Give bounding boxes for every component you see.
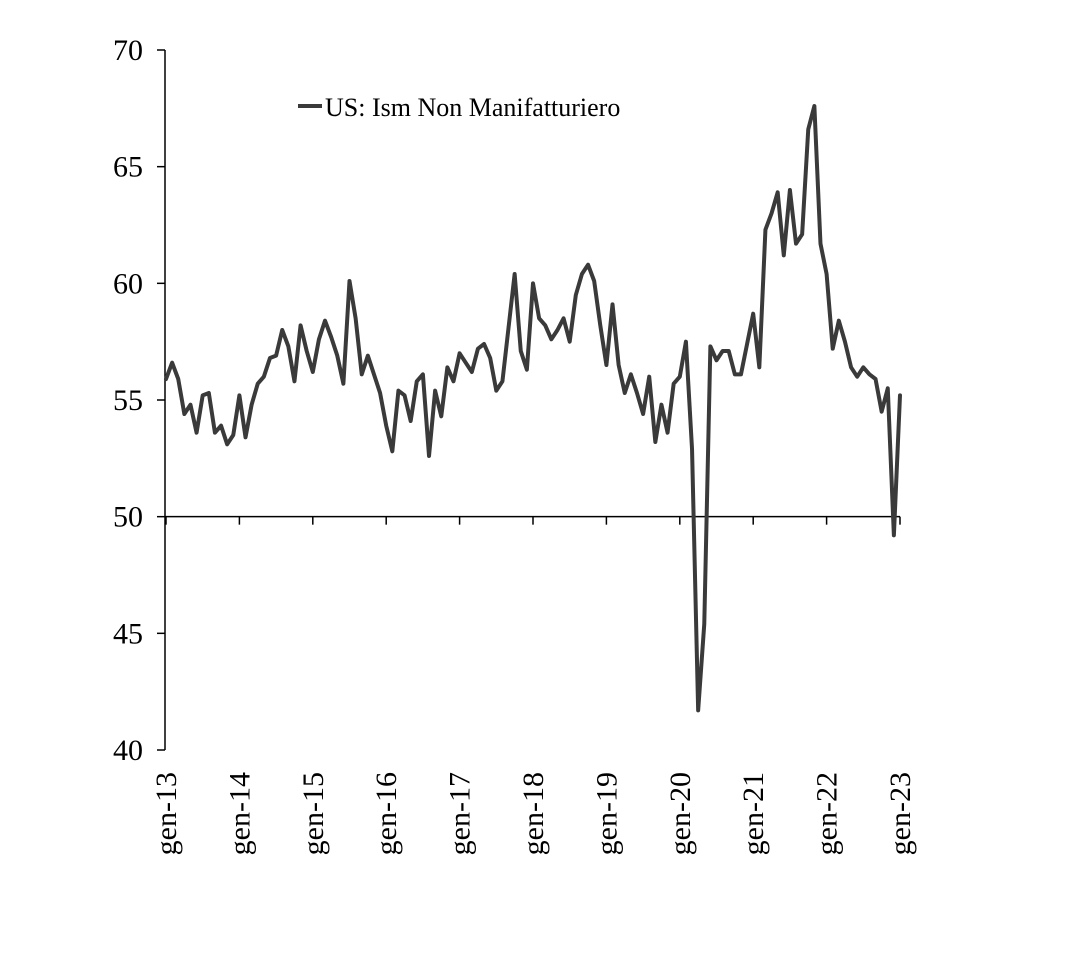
x-tick-label: gen-23 — [884, 772, 917, 855]
x-tick-label: gen-21 — [737, 772, 770, 855]
x-tick-label: gen-14 — [223, 772, 256, 855]
series-group — [164, 104, 902, 713]
x-tick-label: gen-22 — [811, 772, 844, 855]
legend: US: Ism Non Manifatturiero — [298, 93, 620, 122]
y-tick-label: 70 — [113, 34, 143, 67]
y-tick-label: 60 — [113, 267, 143, 300]
x-tick-label: gen-19 — [590, 772, 623, 855]
y-tick-label: 40 — [113, 734, 143, 767]
y-ticks: 40 45 50 55 60 65 70 — [113, 34, 165, 767]
x-axis: gen-13 gen-14 gen-15 gen-16 gen-17 gen-18 gen-… — [150, 515, 917, 855]
y-tick-label: 55 — [113, 384, 143, 417]
y-tick-label: 65 — [113, 151, 143, 184]
x-tick-label: gen-20 — [664, 772, 697, 855]
x-tick-label: gen-18 — [517, 772, 550, 855]
y-axis: 40 45 50 55 60 65 70 — [113, 34, 166, 767]
y-tick-label: 45 — [113, 617, 143, 650]
x-ticks: gen-13 gen-14 gen-15 gen-16 gen-17 gen-18 gen-… — [150, 516, 917, 855]
x-tick-label: gen-13 — [150, 772, 183, 855]
x-tick-label: gen-15 — [297, 772, 330, 855]
x-tick-label: gen-17 — [444, 772, 477, 855]
x-tick-label: gen-16 — [370, 772, 403, 855]
series-line — [164, 104, 902, 713]
y-tick-label: 50 — [113, 501, 143, 534]
legend-label: US: Ism Non Manifatturiero — [325, 93, 620, 122]
